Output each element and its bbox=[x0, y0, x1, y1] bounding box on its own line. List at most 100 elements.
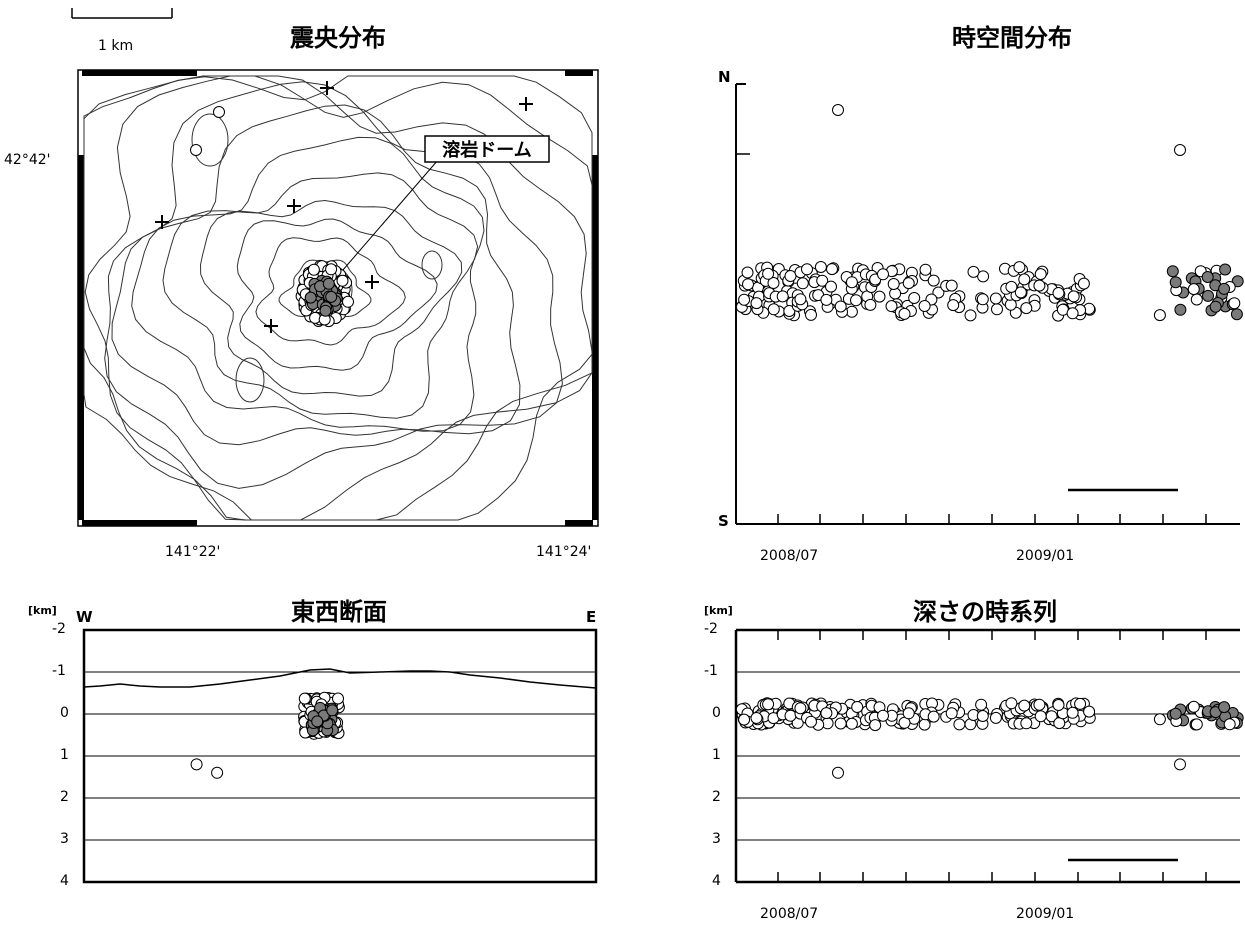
event-earlier bbox=[741, 266, 754, 279]
event-earlier bbox=[1228, 297, 1241, 310]
event-earlier bbox=[738, 713, 751, 726]
event-earlier bbox=[1018, 273, 1031, 286]
event-earlier bbox=[975, 698, 988, 711]
epicenter-earlier bbox=[342, 295, 354, 308]
epicenter-earlier bbox=[213, 106, 225, 118]
event-earlier bbox=[1153, 309, 1166, 322]
event-earlier bbox=[750, 712, 763, 724]
depth-tick-label: 0 bbox=[60, 705, 69, 721]
event-earlier bbox=[902, 277, 915, 290]
depth-tick-label: 4 bbox=[60, 873, 69, 889]
event-earlier bbox=[845, 276, 858, 289]
event-earlier bbox=[834, 300, 847, 313]
event-earlier bbox=[738, 293, 751, 306]
event-earlier bbox=[902, 707, 915, 720]
west-label: W bbox=[76, 608, 93, 626]
event-earlier bbox=[927, 274, 940, 287]
lava-dome-annotation: 溶岩ドーム bbox=[442, 139, 531, 161]
event-recent bbox=[1202, 289, 1214, 302]
hypocenter-outlier bbox=[190, 758, 203, 771]
depth-series-points bbox=[735, 697, 1244, 779]
event-earlier bbox=[1034, 710, 1047, 723]
event-recent bbox=[1201, 271, 1214, 283]
event-earlier bbox=[947, 299, 960, 312]
event-earlier bbox=[967, 265, 980, 278]
depth-tick-label: -1 bbox=[52, 663, 66, 679]
event-earlier bbox=[1033, 698, 1046, 711]
contour-line bbox=[104, 81, 563, 489]
epicenter-earlier bbox=[190, 144, 202, 156]
depth-date-1: 2008/07 bbox=[760, 906, 819, 922]
depth-tick-label: 1 bbox=[712, 747, 721, 763]
event-earlier bbox=[1174, 144, 1186, 156]
contour-line bbox=[162, 172, 479, 419]
event-earlier bbox=[918, 300, 931, 312]
event-earlier bbox=[762, 267, 775, 280]
event-recent bbox=[1218, 701, 1231, 714]
event-earlier bbox=[820, 293, 833, 306]
event-earlier bbox=[826, 263, 838, 276]
event-earlier bbox=[1190, 718, 1203, 731]
map-panel: 溶岩ドーム bbox=[77, 69, 599, 527]
north-label: N bbox=[718, 68, 731, 86]
event-earlier bbox=[1005, 697, 1018, 710]
contour-line bbox=[83, 75, 593, 521]
event-earlier bbox=[1077, 277, 1090, 290]
event-earlier bbox=[1014, 286, 1027, 299]
hypocenter-earlier bbox=[332, 692, 344, 705]
contour-line bbox=[421, 250, 443, 280]
event-earlier bbox=[784, 270, 797, 282]
event-earlier bbox=[1020, 717, 1033, 730]
event-earlier bbox=[864, 298, 877, 311]
event-earlier bbox=[850, 294, 862, 307]
event-recent bbox=[1169, 707, 1182, 720]
event-earlier bbox=[908, 292, 921, 304]
event-earlier bbox=[1074, 697, 1087, 710]
event-earlier bbox=[1190, 293, 1203, 306]
event-earlier bbox=[794, 702, 807, 715]
event-earlier bbox=[776, 290, 789, 303]
depth-tick-label: 2 bbox=[712, 789, 721, 805]
south-label: S bbox=[718, 512, 729, 530]
contour-line bbox=[84, 75, 593, 521]
event-earlier bbox=[1187, 283, 1200, 296]
event-earlier bbox=[1018, 699, 1031, 712]
contour-line bbox=[236, 218, 438, 371]
map-title: 震央分布 bbox=[290, 24, 386, 52]
contour-line bbox=[191, 113, 229, 167]
event-earlier bbox=[814, 261, 827, 273]
depth-tick-label: -1 bbox=[704, 663, 718, 679]
event-earlier bbox=[1053, 717, 1066, 730]
event-earlier bbox=[885, 300, 898, 313]
spacetime-panel bbox=[735, 83, 1244, 525]
map-lon-label-1: 141°22' bbox=[165, 544, 221, 560]
event-earlier bbox=[887, 278, 900, 290]
event-earlier bbox=[919, 263, 932, 276]
event-earlier bbox=[750, 297, 763, 310]
event-recent bbox=[1219, 263, 1232, 276]
ew-hypocenter-points bbox=[190, 691, 345, 779]
event-earlier bbox=[989, 292, 1002, 305]
event-earlier bbox=[1187, 700, 1200, 713]
event-recent bbox=[1209, 300, 1222, 313]
event-earlier bbox=[991, 303, 1003, 316]
contour-line bbox=[199, 199, 463, 397]
event-earlier bbox=[834, 717, 847, 730]
event-earlier bbox=[767, 303, 780, 316]
event-earlier bbox=[953, 718, 966, 731]
epicenter-recent bbox=[304, 291, 317, 304]
event-earlier bbox=[845, 305, 858, 318]
spacetime-date-1: 2008/07 bbox=[760, 548, 819, 564]
event-earlier bbox=[898, 307, 911, 320]
event-outlier bbox=[832, 766, 844, 779]
event-earlier bbox=[820, 707, 833, 720]
scale-bar-label: 1 km bbox=[98, 38, 134, 54]
topography-profile bbox=[83, 668, 597, 689]
hypocenter-outlier bbox=[211, 766, 224, 779]
event-recent bbox=[1174, 303, 1187, 316]
event-earlier bbox=[977, 270, 990, 283]
spacetime-date-2: 2009/01 bbox=[1016, 548, 1075, 564]
event-earlier bbox=[976, 293, 989, 306]
event-earlier bbox=[945, 707, 958, 720]
